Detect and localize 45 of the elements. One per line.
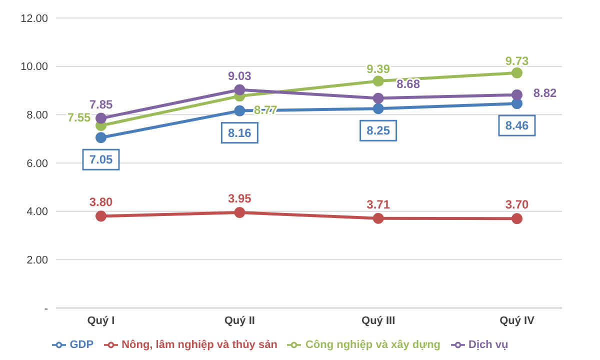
data-label: 8.68 <box>396 77 420 92</box>
y-tick-label: 8.00 <box>26 110 48 122</box>
data-label: 7.85 <box>89 97 113 112</box>
x-tick-label: Quý III <box>362 314 396 327</box>
point <box>372 92 384 104</box>
y-tick-label: 10.00 <box>20 61 48 74</box>
data-label: 3.70 <box>505 198 529 212</box>
point <box>96 112 106 124</box>
point <box>372 212 384 224</box>
y-tick-label: 2.00 <box>26 254 48 267</box>
point <box>96 210 106 222</box>
legend-label: GDP <box>70 338 94 351</box>
y-tick-label: 12.00 <box>20 12 48 25</box>
data-label: 8.46 <box>505 118 529 133</box>
point <box>512 213 522 224</box>
point <box>512 67 522 78</box>
legend-label: Dịch vụ <box>468 338 508 351</box>
point <box>96 132 106 144</box>
point <box>234 105 246 116</box>
data-label: 3.95 <box>228 192 252 206</box>
legend-label: Công nghiệp và xây dựng <box>305 338 441 351</box>
point <box>372 103 384 114</box>
data-label: 3.71 <box>366 197 390 212</box>
data-label: 8.25 <box>366 124 390 138</box>
data-label: 8.16 <box>228 126 252 140</box>
point <box>234 207 246 218</box>
y-tick-label: 6.00 <box>26 158 48 170</box>
x-tick-label: Quý II <box>224 314 255 327</box>
point <box>372 76 384 87</box>
point <box>234 84 246 96</box>
point <box>512 98 522 110</box>
data-label: 9.03 <box>228 68 252 83</box>
data-label: 3.80 <box>89 195 113 210</box>
x-tick-label: Quý I <box>87 314 115 327</box>
data-label: 9.73 <box>505 54 529 68</box>
data-label: 7.55 <box>67 110 91 125</box>
data-label: 8.82 <box>533 86 557 100</box>
y-tick-label: - <box>44 302 48 315</box>
data-label: 9.39 <box>366 62 390 76</box>
x-tick-label: Quý IV <box>500 314 536 327</box>
point <box>512 89 522 100</box>
y-tick-label: 4.00 <box>26 206 48 218</box>
legend-label: Nông, lâm nghiệp và thủy sản <box>122 338 278 351</box>
data-label: 7.05 <box>89 152 113 167</box>
data-label: 8.77 <box>254 103 278 118</box>
